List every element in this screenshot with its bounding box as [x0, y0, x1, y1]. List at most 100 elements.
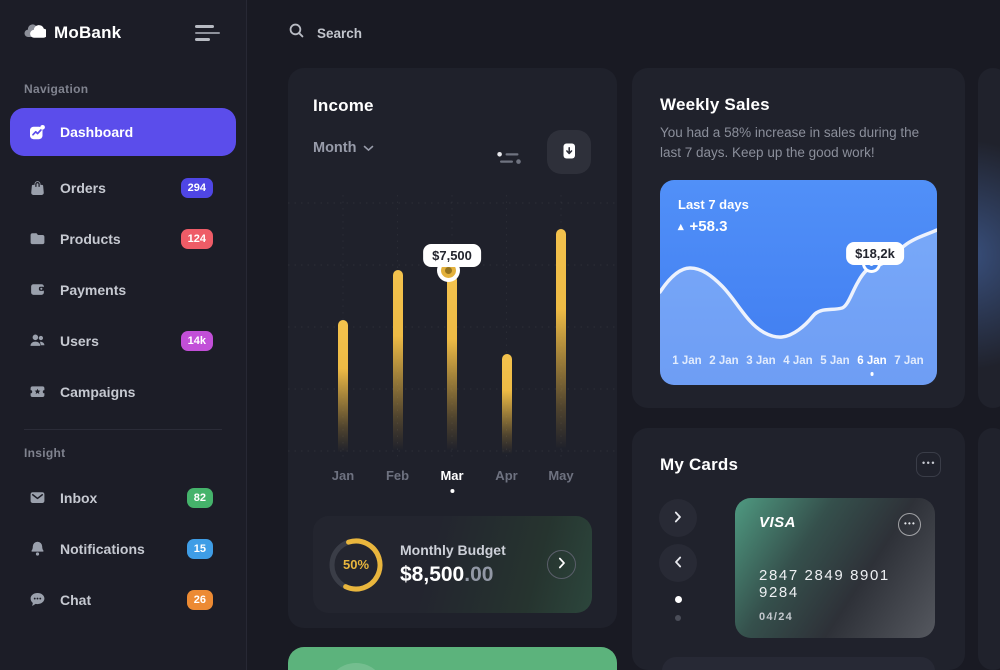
sales-x-label-4: 4 Jan	[783, 355, 813, 367]
filter-sliders-icon[interactable]	[496, 150, 523, 171]
my-cards-title: My Cards	[660, 455, 739, 474]
month-label-jan[interactable]: Jan	[331, 468, 355, 483]
period-dropdown[interactable]: Month	[313, 140, 374, 156]
income-bar-mar[interactable]	[447, 274, 457, 458]
card-expiry: 04/24	[759, 611, 794, 623]
users-icon	[28, 332, 46, 350]
income-card: Income Month	[288, 68, 617, 628]
trend-up-icon: ▴	[678, 221, 684, 233]
panel-range-label: Last 7 days	[678, 197, 749, 212]
sidebar-item-dashboard[interactable]: Dashboard	[10, 108, 236, 156]
sidebar-item-notifications[interactable]: Notifications 15	[0, 523, 246, 574]
inbox-count-badge: 82	[186, 487, 213, 508]
wallet-icon	[28, 281, 46, 299]
sidebar-divider	[24, 429, 222, 430]
orders-count-badge: 294	[180, 177, 213, 198]
sales-x-label-5: 5 Jan	[820, 355, 850, 367]
previous-card-button[interactable]	[659, 544, 697, 582]
sidebar-item-users[interactable]: Users 14k	[0, 315, 246, 366]
income-bar-feb[interactable]	[392, 270, 403, 458]
sidebar-item-label: Users	[60, 332, 99, 349]
sales-x-label-3: 3 Jan	[746, 355, 776, 367]
folder-icon	[28, 230, 46, 248]
budget-details-button[interactable]	[547, 550, 576, 579]
sidebar-item-payments[interactable]: Payments	[0, 264, 246, 315]
sidebar-item-products[interactable]: Products 124	[0, 213, 246, 264]
topbar	[288, 22, 495, 44]
bell-icon	[28, 540, 46, 558]
document-download-icon	[559, 141, 579, 164]
card-number: 2847 2849 8901 9284	[759, 567, 890, 601]
credit-card[interactable]: VISA ••• 2847 2849 8901 9284 04/24	[735, 498, 935, 638]
sidebar: MoBank Navigation Dashboard	[0, 0, 247, 670]
partial-card-top	[978, 68, 1000, 408]
month-label-feb[interactable]: Feb	[385, 468, 410, 483]
chevron-down-icon	[363, 140, 374, 156]
income-title: Income	[313, 96, 374, 115]
monthly-budget-card[interactable]: 50% Monthly Budget $8,500.00	[313, 516, 592, 613]
ticket-star-icon	[28, 383, 46, 401]
sidebar-item-label: Inbox	[60, 489, 98, 506]
weekly-sales-card: Weekly Sales You had a 58% increase in s…	[632, 68, 965, 408]
search-input[interactable]	[315, 24, 495, 42]
search-icon	[288, 22, 305, 44]
sidebar-item-orders[interactable]: Orders 294	[0, 162, 246, 213]
sidebar-item-label: Chat	[60, 591, 92, 608]
month-label-may[interactable]: May	[548, 468, 574, 483]
blue-glow	[978, 68, 1000, 408]
sidebar-item-label: Dashboard	[60, 124, 134, 140]
sales-tooltip: $18,2k	[846, 242, 904, 265]
next-card-button[interactable]	[659, 499, 697, 537]
carousel-dot-active[interactable]	[675, 596, 682, 603]
sidebar-item-label: Notifications	[60, 540, 145, 557]
section-label-navigation: Navigation	[24, 82, 89, 96]
income-bar-apr[interactable]	[501, 354, 512, 458]
card-more-button[interactable]: •••	[898, 513, 921, 536]
weekly-sales-subtitle: last 7 days. Keep up the good work!	[660, 145, 875, 160]
sidebar-collapse-button[interactable]	[191, 21, 224, 44]
export-report-button[interactable]	[547, 130, 591, 174]
budget-progress-donut: 50%	[328, 537, 384, 593]
products-count-badge: 124	[180, 228, 213, 249]
month-label-mar[interactable]: Mar	[440, 468, 464, 483]
sales-delta: ▴ +58.3	[678, 218, 728, 235]
ellipsis-icon: •••	[922, 458, 936, 468]
budget-amount: $8,500.00	[400, 563, 494, 586]
month-axis: Jan Feb Mar Apr May	[288, 468, 617, 498]
ellipsis-icon: •••	[903, 518, 916, 528]
income-bar-jan[interactable]	[338, 320, 348, 458]
income-bar-chart[interactable]	[288, 195, 617, 458]
sales-x-label-6: 6 Jan	[857, 355, 887, 367]
brand-row: MoBank	[0, 0, 246, 66]
sales-x-axis: 1 Jan 2 Jan 3 Jan 4 Jan 5 Jan 6 Jan 7 Jan	[660, 355, 937, 375]
month-label-apr[interactable]: Apr	[495, 468, 518, 483]
visa-logo: VISA	[759, 514, 797, 531]
mobank-logo-icon	[22, 21, 48, 45]
weekly-sales-subtitle: You had a 58% increase in sales during t…	[660, 125, 920, 140]
budget-percent: 50%	[342, 557, 370, 572]
envelope-icon	[28, 489, 46, 507]
promo-circle-icon	[326, 663, 386, 670]
sidebar-item-inbox[interactable]: Inbox 82	[0, 472, 246, 523]
card-balance-row	[662, 657, 935, 670]
notifications-count-badge: 15	[186, 538, 213, 559]
shopping-bag-icon	[28, 179, 46, 197]
chat-count-badge: 26	[186, 589, 213, 610]
carousel-dot[interactable]	[675, 615, 681, 621]
sidebar-item-label: Payments	[60, 281, 127, 298]
sidebar-item-label: Orders	[60, 179, 106, 196]
my-cards-more-button[interactable]: •••	[916, 452, 941, 477]
my-cards-card: My Cards ••• VISA ••• 2847 2849 8901 928…	[632, 428, 965, 670]
income-bar-may[interactable]	[556, 229, 566, 458]
partial-card-bottom	[978, 428, 1000, 670]
sidebar-item-campaigns[interactable]: Campaigns	[0, 366, 246, 417]
section-label-insight: Insight	[24, 446, 66, 460]
promo-card[interactable]	[288, 647, 617, 670]
sidebar-item-label: Campaigns	[60, 383, 136, 400]
sales-x-label-7: 7 Jan	[894, 355, 924, 367]
sidebar-item-chat[interactable]: Chat 26	[0, 574, 246, 625]
weekly-sales-title: Weekly Sales	[660, 95, 770, 114]
budget-label: Monthly Budget	[400, 542, 506, 558]
sales-chart-panel: Last 7 days ▴ +58.3 $18,2k 1 Jan 2 Jan 3 J…	[660, 180, 937, 385]
